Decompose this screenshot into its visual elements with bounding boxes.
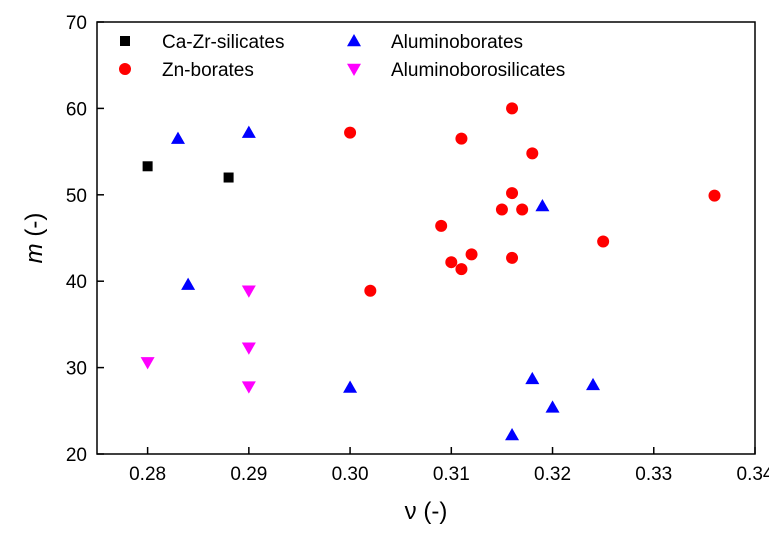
data-point — [181, 277, 196, 290]
data-point — [525, 371, 540, 385]
legend-label: Ca-Zr-silicates — [162, 32, 284, 53]
y-tick-label: 40 — [66, 272, 87, 293]
data-point — [241, 285, 256, 298]
legend-marker — [120, 36, 130, 46]
legend-marker — [347, 34, 361, 47]
data-point — [435, 219, 448, 232]
legend-label: Aluminoborosilicates — [391, 60, 565, 81]
data-point — [344, 126, 357, 139]
data-point — [465, 248, 478, 261]
legend-marker — [119, 63, 131, 75]
data-point — [708, 189, 721, 202]
data-points — [140, 102, 721, 441]
data-point — [506, 187, 519, 200]
data-point — [506, 251, 519, 264]
x-tick-label: 0.31 — [433, 464, 470, 485]
data-point — [170, 131, 185, 144]
data-point — [505, 427, 520, 441]
data-point — [526, 147, 539, 160]
data-point — [545, 400, 560, 413]
data-point — [223, 172, 234, 183]
x-axis-symbol: ν — [405, 498, 417, 525]
y-tick-label: 20 — [66, 445, 87, 466]
series-0 — [142, 161, 234, 183]
data-point — [586, 377, 601, 391]
y-axis-unit: (-) — [21, 213, 48, 244]
x-axis-unit: (-) — [417, 498, 448, 525]
data-point — [343, 380, 358, 393]
y-tick-label: 50 — [66, 186, 87, 207]
plot-frame — [96, 21, 756, 455]
legend-marker — [347, 63, 361, 76]
data-point — [241, 342, 256, 355]
legend: Ca-Zr-silicates Zn-borates Aluminoborates A… — [119, 32, 565, 81]
series-2 — [170, 125, 601, 441]
y-tick-label: 60 — [66, 99, 87, 120]
data-point — [516, 203, 529, 216]
data-point — [455, 263, 468, 276]
x-tick-label: 0.28 — [129, 464, 166, 485]
data-point — [241, 125, 256, 138]
data-point — [597, 235, 610, 248]
x-axis-title: ν (-) — [405, 498, 448, 525]
data-point — [142, 161, 153, 172]
x-tick-label: 0.32 — [534, 464, 571, 485]
legend-label: Zn-borates — [162, 60, 254, 81]
data-point — [506, 102, 519, 115]
x-tick-label: 0.29 — [230, 464, 267, 485]
data-point — [455, 132, 468, 145]
y-tick-label: 30 — [66, 359, 87, 380]
y-axis-title: m (-) — [21, 213, 48, 264]
legend-label: Aluminoborates — [391, 32, 523, 53]
x-tick-label: 0.30 — [332, 464, 369, 485]
x-tick-label: 0.33 — [635, 464, 672, 485]
data-point — [140, 357, 155, 370]
data-point — [364, 284, 377, 297]
data-point — [535, 199, 550, 212]
y-tick-label: 70 — [66, 13, 87, 34]
series-1 — [344, 102, 721, 297]
x-tick-label: 0.34 — [737, 464, 769, 485]
y-axis-symbol: m — [21, 243, 48, 263]
data-point — [495, 203, 508, 216]
data-point — [445, 256, 458, 269]
data-point — [241, 381, 256, 394]
axis-ticks: 0.28 0.29 0.30 0.31 0.32 0.33 0.34 20 30 40 50 60 70 — [66, 13, 769, 485]
series-3 — [140, 285, 256, 394]
